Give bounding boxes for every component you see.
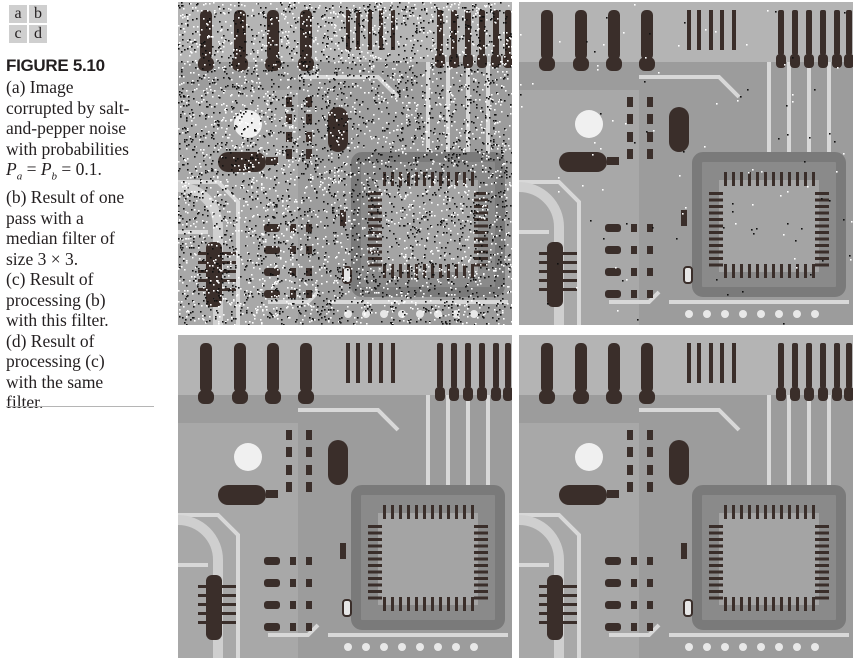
caption-text: (a) Image corrupted by salt- and-pepper … <box>6 77 156 413</box>
caption-line: filter. <box>6 392 44 412</box>
figure-title: FIGURE 5.10 <box>6 56 105 75</box>
caption-line: and-pepper noise <box>6 118 127 138</box>
caption-line: processing (b) <box>6 289 106 310</box>
caption-line: size 3 × 3. <box>6 248 79 269</box>
panel-letter-key: a b c d <box>9 5 47 43</box>
caption-line: with the same <box>6 371 104 392</box>
caption-divider <box>6 406 154 407</box>
key-b: b <box>29 5 47 23</box>
circuit-photo-c <box>178 335 512 658</box>
key-c: c <box>9 25 27 43</box>
figure-caption: FIGURE 5.10 (a) Image corrupted by salt-… <box>6 56 156 413</box>
caption-line: processing (c) <box>6 351 105 371</box>
caption-line: (c) Result of <box>6 269 94 289</box>
caption-line-formula: Pa = Pb = 0.1. <box>6 159 102 183</box>
panel-b-median-filtered-once <box>519 2 853 325</box>
circuit-photo-d <box>519 335 853 658</box>
circuit-photo-b <box>519 2 853 325</box>
panel-c-median-filtered-twice <box>178 335 512 658</box>
caption-line: median filter of <box>6 228 115 248</box>
key-a: a <box>9 5 27 23</box>
caption-line: corrupted by salt- <box>6 97 130 118</box>
caption-line: (b) Result of one <box>6 187 125 207</box>
caption-line: with probabilities <box>6 138 129 159</box>
caption-line: (d) Result of <box>6 330 95 351</box>
panel-d-median-filtered-three-times <box>519 335 853 658</box>
circuit-photo-a <box>178 2 512 325</box>
key-d: d <box>29 25 47 43</box>
caption-line: with this filter. <box>6 310 109 330</box>
caption-line: pass with a <box>6 207 84 228</box>
panel-a-noisy-circuit-image <box>178 2 512 325</box>
caption-line: (a) Image <box>6 77 74 97</box>
